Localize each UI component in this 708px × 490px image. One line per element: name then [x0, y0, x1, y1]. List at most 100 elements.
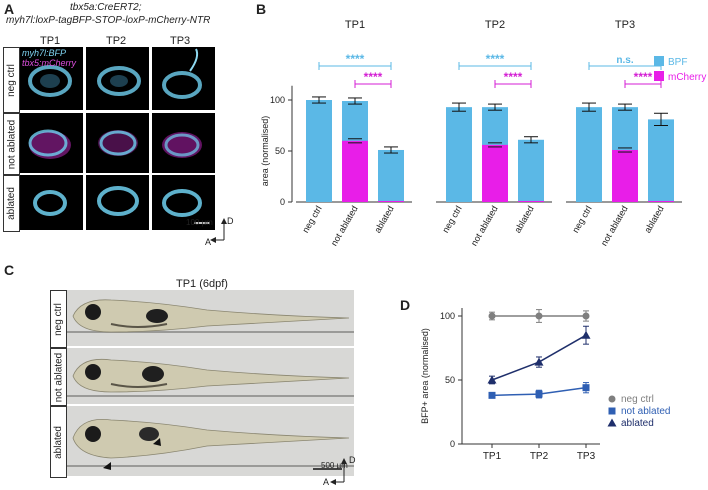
panel-b-chart: 0 50 100 area (normalised) TP1 neg ctrl not ab… [260, 20, 706, 248]
b-bar-bfp-2-0 [576, 107, 602, 202]
micrograph-negctrl-tp2 [86, 47, 149, 110]
b-cat-label-2-0: neg ctrl [570, 204, 593, 235]
b-cat-label-0-0: neg ctrl [300, 204, 323, 235]
b-bar-mcherry-0-1 [342, 140, 368, 202]
axis-d-a: D [227, 216, 234, 226]
row-label-ablated: ablated [3, 175, 20, 232]
d-point-1-1 [535, 390, 543, 398]
panel-c-label: C [4, 262, 15, 278]
b-group-title-1: TP2 [485, 20, 505, 31]
scale-bar-c: 500 µm [321, 461, 348, 470]
row-label-neg-ctrl: neg ctrl [3, 47, 20, 113]
b-group-title-0: TP1 [345, 20, 365, 31]
d-point-2-1 [534, 357, 544, 366]
micrograph-ablated-tp1 [20, 175, 83, 230]
b-ytick-label-0: 0 [280, 197, 285, 207]
tp2-header: TP2 [106, 35, 127, 47]
b-sig-mch-text-1: **** [504, 70, 523, 84]
b-cat-label-1-1: not ablated [469, 204, 500, 248]
b-legend-swatch-bfp [654, 56, 664, 66]
b-ylabel: area (normalised) [260, 116, 270, 187]
c-row-label-neg-ctrl: neg ctrl [50, 290, 67, 348]
b-bar-bfp-0-2 [378, 149, 404, 202]
b-cat-label-2-1: not ablated [599, 204, 630, 248]
d-point-1-0 [488, 391, 496, 399]
panel-d-label: D [400, 297, 411, 313]
tp3-header: TP3 [170, 35, 191, 47]
d-point-0-2 [582, 312, 590, 320]
b-sig-bfp-text-1: **** [486, 52, 505, 66]
b-sig-mch-text-0: **** [364, 70, 383, 84]
d-legend-marker-2 [607, 418, 617, 427]
d-legend-marker-0 [608, 395, 616, 403]
micrograph-negctrl-tp1 [20, 47, 83, 110]
b-sig-bfp-text-0: **** [346, 52, 365, 66]
larva-image-neg-ctrl [67, 290, 354, 346]
larva-image-not-ablated [67, 348, 354, 404]
b-bar-bfp-1-0 [446, 107, 472, 202]
d-legend-label-2: ablated [621, 418, 654, 429]
tp1-header: TP1 [40, 35, 61, 47]
d-point-1-2 [582, 384, 590, 392]
micrograph-negctrl-tp3 [152, 47, 215, 110]
b-sig-bfp-text-2: n.s. [616, 55, 633, 66]
d-ylabel: BFP+ area (normalised) [420, 328, 430, 424]
genotype-line-1: tbx5a:CreERT2; [70, 2, 142, 13]
b-bar-mcherry-0-2 [378, 200, 404, 202]
d-ytick-label-0: 0 [450, 439, 455, 449]
d-xtick-label-2: TP3 [577, 451, 596, 462]
b-bar-bfp-1-2 [518, 139, 544, 202]
d-ytick-label-2: 100 [440, 311, 455, 321]
orientation-axes-a [210, 218, 227, 243]
axis-a-a: A [205, 237, 212, 247]
d-legend-label-0: neg ctrl [621, 394, 654, 405]
c-row-label-not-ablated: not ablated [50, 348, 67, 406]
scale-bar-a: 100 µm [186, 218, 213, 227]
b-legend-label-bfp: BPF [668, 57, 687, 68]
panel-b-label: B [256, 1, 267, 17]
micrograph-ablated-tp2 [86, 175, 149, 230]
d-xtick-label-1: TP2 [530, 451, 549, 462]
b-legend-label-mcherry: mCherry [668, 72, 706, 83]
orientation-axes-c [330, 458, 347, 485]
b-cat-label-1-0: neg ctrl [440, 204, 463, 235]
row-label-not-ablated: not ablated [3, 113, 20, 175]
micrograph-ablated-tp3 [152, 175, 215, 230]
d-legend-marker-1 [608, 407, 616, 415]
b-ytick-label-1: 50 [275, 146, 285, 156]
genotype-line-2: myh7l:loxP-tagBFP-STOP-loxP-mCherry-NTR [6, 15, 211, 26]
micrograph-notablated-tp2 [86, 113, 149, 173]
axis-d-c: D [349, 455, 356, 465]
panel-a-label: A [4, 1, 15, 17]
b-bar-bfp-2-2 [648, 119, 674, 202]
d-point-0-1 [535, 312, 543, 320]
b-sig-mch-text-2: **** [634, 70, 653, 84]
legend-bfp: myh7l:BFP [22, 48, 67, 58]
b-bar-mcherry-1-2 [518, 200, 544, 202]
b-cat-label-0-1: not ablated [329, 204, 360, 248]
b-cat-label-2-2: ablated [642, 204, 665, 235]
b-cat-label-0-2: ablated [372, 204, 395, 235]
b-bar-mcherry-1-1 [482, 144, 508, 202]
b-legend-swatch-mcherry [654, 71, 664, 81]
larva-image-ablated [67, 406, 354, 476]
d-point-2-0 [487, 375, 497, 384]
c-row-label-ablated: ablated [50, 406, 67, 478]
b-bar-mcherry-2-1 [612, 149, 638, 202]
b-ytick-label-2: 100 [270, 95, 285, 105]
b-cat-label-1-2: ablated [512, 204, 535, 235]
d-point-0-0 [488, 312, 496, 320]
d-ytick-label-1: 50 [445, 375, 455, 385]
legend-mcherry: tbx5:mCherry [22, 58, 77, 68]
micrograph-notablated-tp1 [20, 113, 83, 173]
panel-c-title: TP1 (6dpf) [176, 278, 228, 290]
d-legend-label-1: not ablated [621, 406, 671, 417]
panel-d-chart: 0 50 100 TP1 TP2 TP3 BFP+ area (normalised) neg… [420, 308, 671, 462]
b-bar-mcherry-2-2 [648, 200, 674, 202]
micrograph-notablated-tp3 [152, 113, 215, 173]
axis-a-c: A [323, 477, 330, 487]
b-group-title-2: TP3 [615, 20, 635, 31]
d-xtick-label-0: TP1 [483, 451, 502, 462]
d-point-2-2 [581, 330, 591, 339]
b-bar-bfp-0-0 [306, 100, 332, 202]
